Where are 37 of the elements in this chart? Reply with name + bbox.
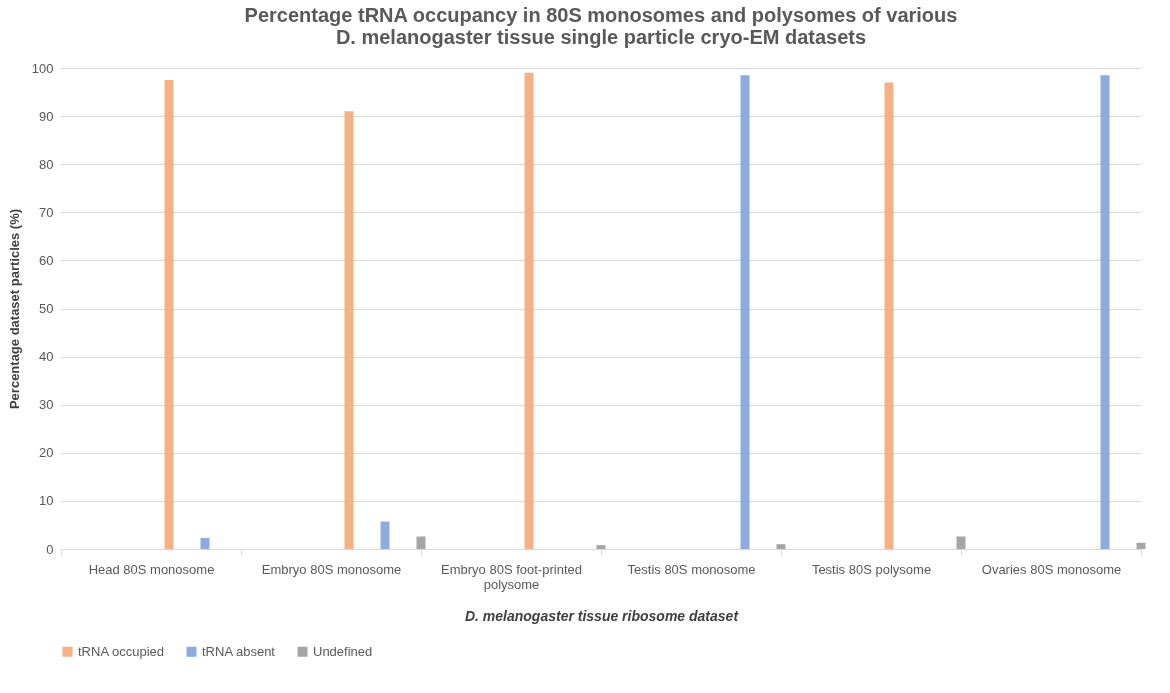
bar	[344, 111, 354, 549]
bar	[1136, 542, 1146, 549]
y-axis-title: Percentage dataset particles (%)	[6, 208, 22, 410]
y-tick-label: 70	[39, 204, 54, 220]
x-axis-title: D. melanogaster tissue ribosome dataset	[464, 607, 740, 624]
legend-label: tRNA absent	[202, 643, 276, 659]
y-tick-label: 10	[39, 493, 54, 509]
x-tick-label: Head 80S monosome	[88, 561, 215, 577]
bar	[416, 536, 426, 549]
text: D. melanogaster tissue single particle cryo-EM datasets	[335, 26, 867, 48]
x-tick-label: Embryo 80S foot-printed polysome	[441, 561, 582, 592]
y-tick-label: 80	[39, 156, 54, 172]
legend-label: Undefined	[313, 643, 373, 659]
bar	[956, 536, 966, 549]
x-tick-label: Testis 80S polysome	[811, 561, 932, 577]
x-tick-label: Ovaries 80S monosome	[981, 561, 1122, 577]
y-tick-label: 30	[39, 397, 54, 413]
y-tick-label: 50	[39, 301, 54, 316]
bar	[596, 545, 606, 549]
bar	[524, 72, 534, 549]
y-tick-label: 60	[39, 252, 54, 268]
bar	[740, 75, 750, 549]
y-tick-label: 20	[39, 445, 54, 461]
y-tick-label: 100	[31, 60, 54, 76]
legend-label: tRNA occupied	[78, 643, 164, 659]
bar	[164, 80, 174, 549]
x-tick-label: Testis 80S monosome	[627, 561, 756, 577]
bar	[380, 521, 390, 549]
bar	[200, 537, 210, 549]
y-tick-label: 90	[39, 108, 54, 124]
y-tick-label: 0	[46, 541, 54, 557]
bar	[776, 544, 786, 549]
text: Percentage tRNA occupancy in 80S monosomes and polysomes of various	[244, 4, 958, 26]
y-tick-label: 40	[39, 349, 54, 365]
bar	[1100, 75, 1110, 549]
bar	[884, 82, 894, 549]
x-tick-label: Embryo 80S monosome	[261, 561, 402, 577]
